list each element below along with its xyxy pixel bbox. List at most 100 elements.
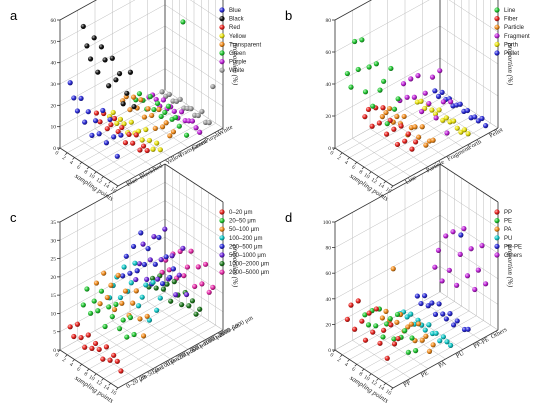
pd-point-pe (380, 334, 386, 340)
pa-point-red (130, 140, 136, 146)
pa-point-yellow (150, 146, 156, 152)
pa-point-black (124, 90, 130, 96)
pc-point-1000-2000-m (153, 285, 159, 291)
pb-legend-label-line: Line (504, 8, 516, 14)
pb-grid (334, 0, 499, 187)
pc-point-50-100-m (104, 294, 110, 301)
pc-x-tick (93, 373, 97, 377)
pb-x-tick (390, 185, 394, 189)
pc-x-tick (101, 378, 104, 381)
pa-point-yellow (157, 147, 163, 153)
pb-x-tick-label: 4 (343, 160, 349, 167)
pd-point-pu (422, 327, 428, 333)
pa-point-blue (71, 95, 77, 101)
pd-top-edge (439, 163, 499, 203)
pa-point-purple (171, 108, 177, 114)
pd-depth-axis (392, 329, 499, 389)
pa-point-white (199, 108, 205, 115)
pa-point-green (154, 100, 161, 107)
pc-point-20-50-m (80, 302, 86, 308)
pa-point-blue (85, 109, 91, 115)
pc-x-tick (79, 363, 83, 367)
pd-point-pp-pe (418, 300, 424, 307)
pb-point-line (355, 66, 361, 73)
pa-x-tick-label: 2 (61, 155, 67, 162)
pa-legend-marker-purple (219, 59, 225, 65)
pc-point-100-200-m (132, 260, 138, 266)
pd-x-tick (347, 359, 350, 362)
pa-point-blue (82, 119, 88, 125)
pd-x-tick (361, 368, 365, 372)
pc-legend-marker-100-200-m (219, 235, 225, 241)
pb-point-line (366, 64, 372, 70)
pa-point-blue (103, 140, 110, 146)
pb-legend-marker-fiber (494, 16, 500, 22)
pa-point-green (173, 114, 179, 121)
pb-x-tick (376, 176, 379, 179)
pa-point-black (91, 35, 97, 41)
pc-point-500-1000-m (144, 276, 150, 282)
pa-point-blue (118, 132, 124, 138)
pb-point-forth (465, 131, 471, 137)
pd-point-others (479, 243, 485, 249)
pc-grid-floor-d (112, 320, 171, 360)
pa-point-transparent (159, 124, 166, 130)
pd-x-tick (339, 354, 343, 358)
pb-point-fiber (394, 141, 401, 148)
pa-point-transparent (156, 106, 162, 113)
pd-point-pe (394, 311, 401, 318)
pc-point-0-20-m (85, 332, 91, 338)
pb-point-particle (401, 113, 407, 120)
pb-top-back-edge (334, 0, 373, 21)
pd-point-pp-pe (425, 303, 431, 309)
pc-y-tick-label: 35 (51, 220, 57, 226)
pd-point-pp-pe (454, 318, 460, 324)
pc-point-0-20-m (71, 333, 77, 340)
pc-point-20-50-m (131, 331, 137, 338)
pc-point-200-500-m (170, 266, 177, 272)
pc-point-2000-5000-m (199, 281, 205, 287)
pb-x-tick-label: 2 (336, 155, 342, 162)
pc-legend-label-0-20-m: 0–20 μm (229, 210, 252, 216)
pc-point-20-50-m (127, 314, 134, 321)
pb-point-line (373, 61, 379, 67)
pd-point-pu (448, 342, 454, 348)
pd-point-pa (430, 342, 436, 348)
pb-y-tick-label: 40 (326, 82, 332, 88)
pc-point-200-500-m (134, 268, 140, 274)
pb-legend-label-fragment: Fragment (504, 34, 530, 40)
pd-depth-tick-label: Others (490, 326, 509, 341)
pd-point-pe (402, 328, 408, 334)
pb-legend-marker-forth (494, 41, 500, 48)
pd-legend-label-pu: PU (504, 236, 512, 242)
pa-data-points (67, 19, 216, 159)
pd-x-tick (368, 373, 372, 377)
pc-point-1000-2000-m (193, 311, 199, 317)
pd-point-pa (408, 321, 414, 327)
pc-point-0-20-m (74, 321, 81, 327)
pc-x-tick-label: 14 (102, 384, 110, 392)
pa-point-red (140, 143, 147, 149)
pa-x-tick (115, 185, 119, 189)
pc-point-200-500-m (159, 281, 166, 287)
pd-point-pa (390, 266, 396, 272)
pd-point-pe (413, 348, 419, 354)
pb-legend-marker-line (494, 7, 500, 13)
pb-point-pellet (432, 88, 438, 94)
pc-point-50-100-m (115, 272, 121, 278)
pb-y-tick-label: 80 (326, 18, 332, 24)
pb-y-tick-label: 0 (328, 146, 331, 152)
pc-point-500-1000-m (183, 291, 190, 298)
pb-legend-label-particle: Particle (504, 25, 525, 31)
pd-point-others (475, 267, 481, 273)
pd-grid (334, 163, 499, 389)
pd-legend-label-others: Others (504, 253, 522, 259)
pb-point-fiber (409, 146, 415, 152)
pc-data-points (67, 226, 216, 374)
pc-point-0-20-m (89, 345, 95, 351)
pc-legend-label-50-100-m: 50–100 μm (229, 227, 259, 233)
pc-x-tick (115, 387, 119, 391)
pd-point-pu (444, 339, 450, 345)
pc-point-20-50-m (98, 288, 105, 294)
